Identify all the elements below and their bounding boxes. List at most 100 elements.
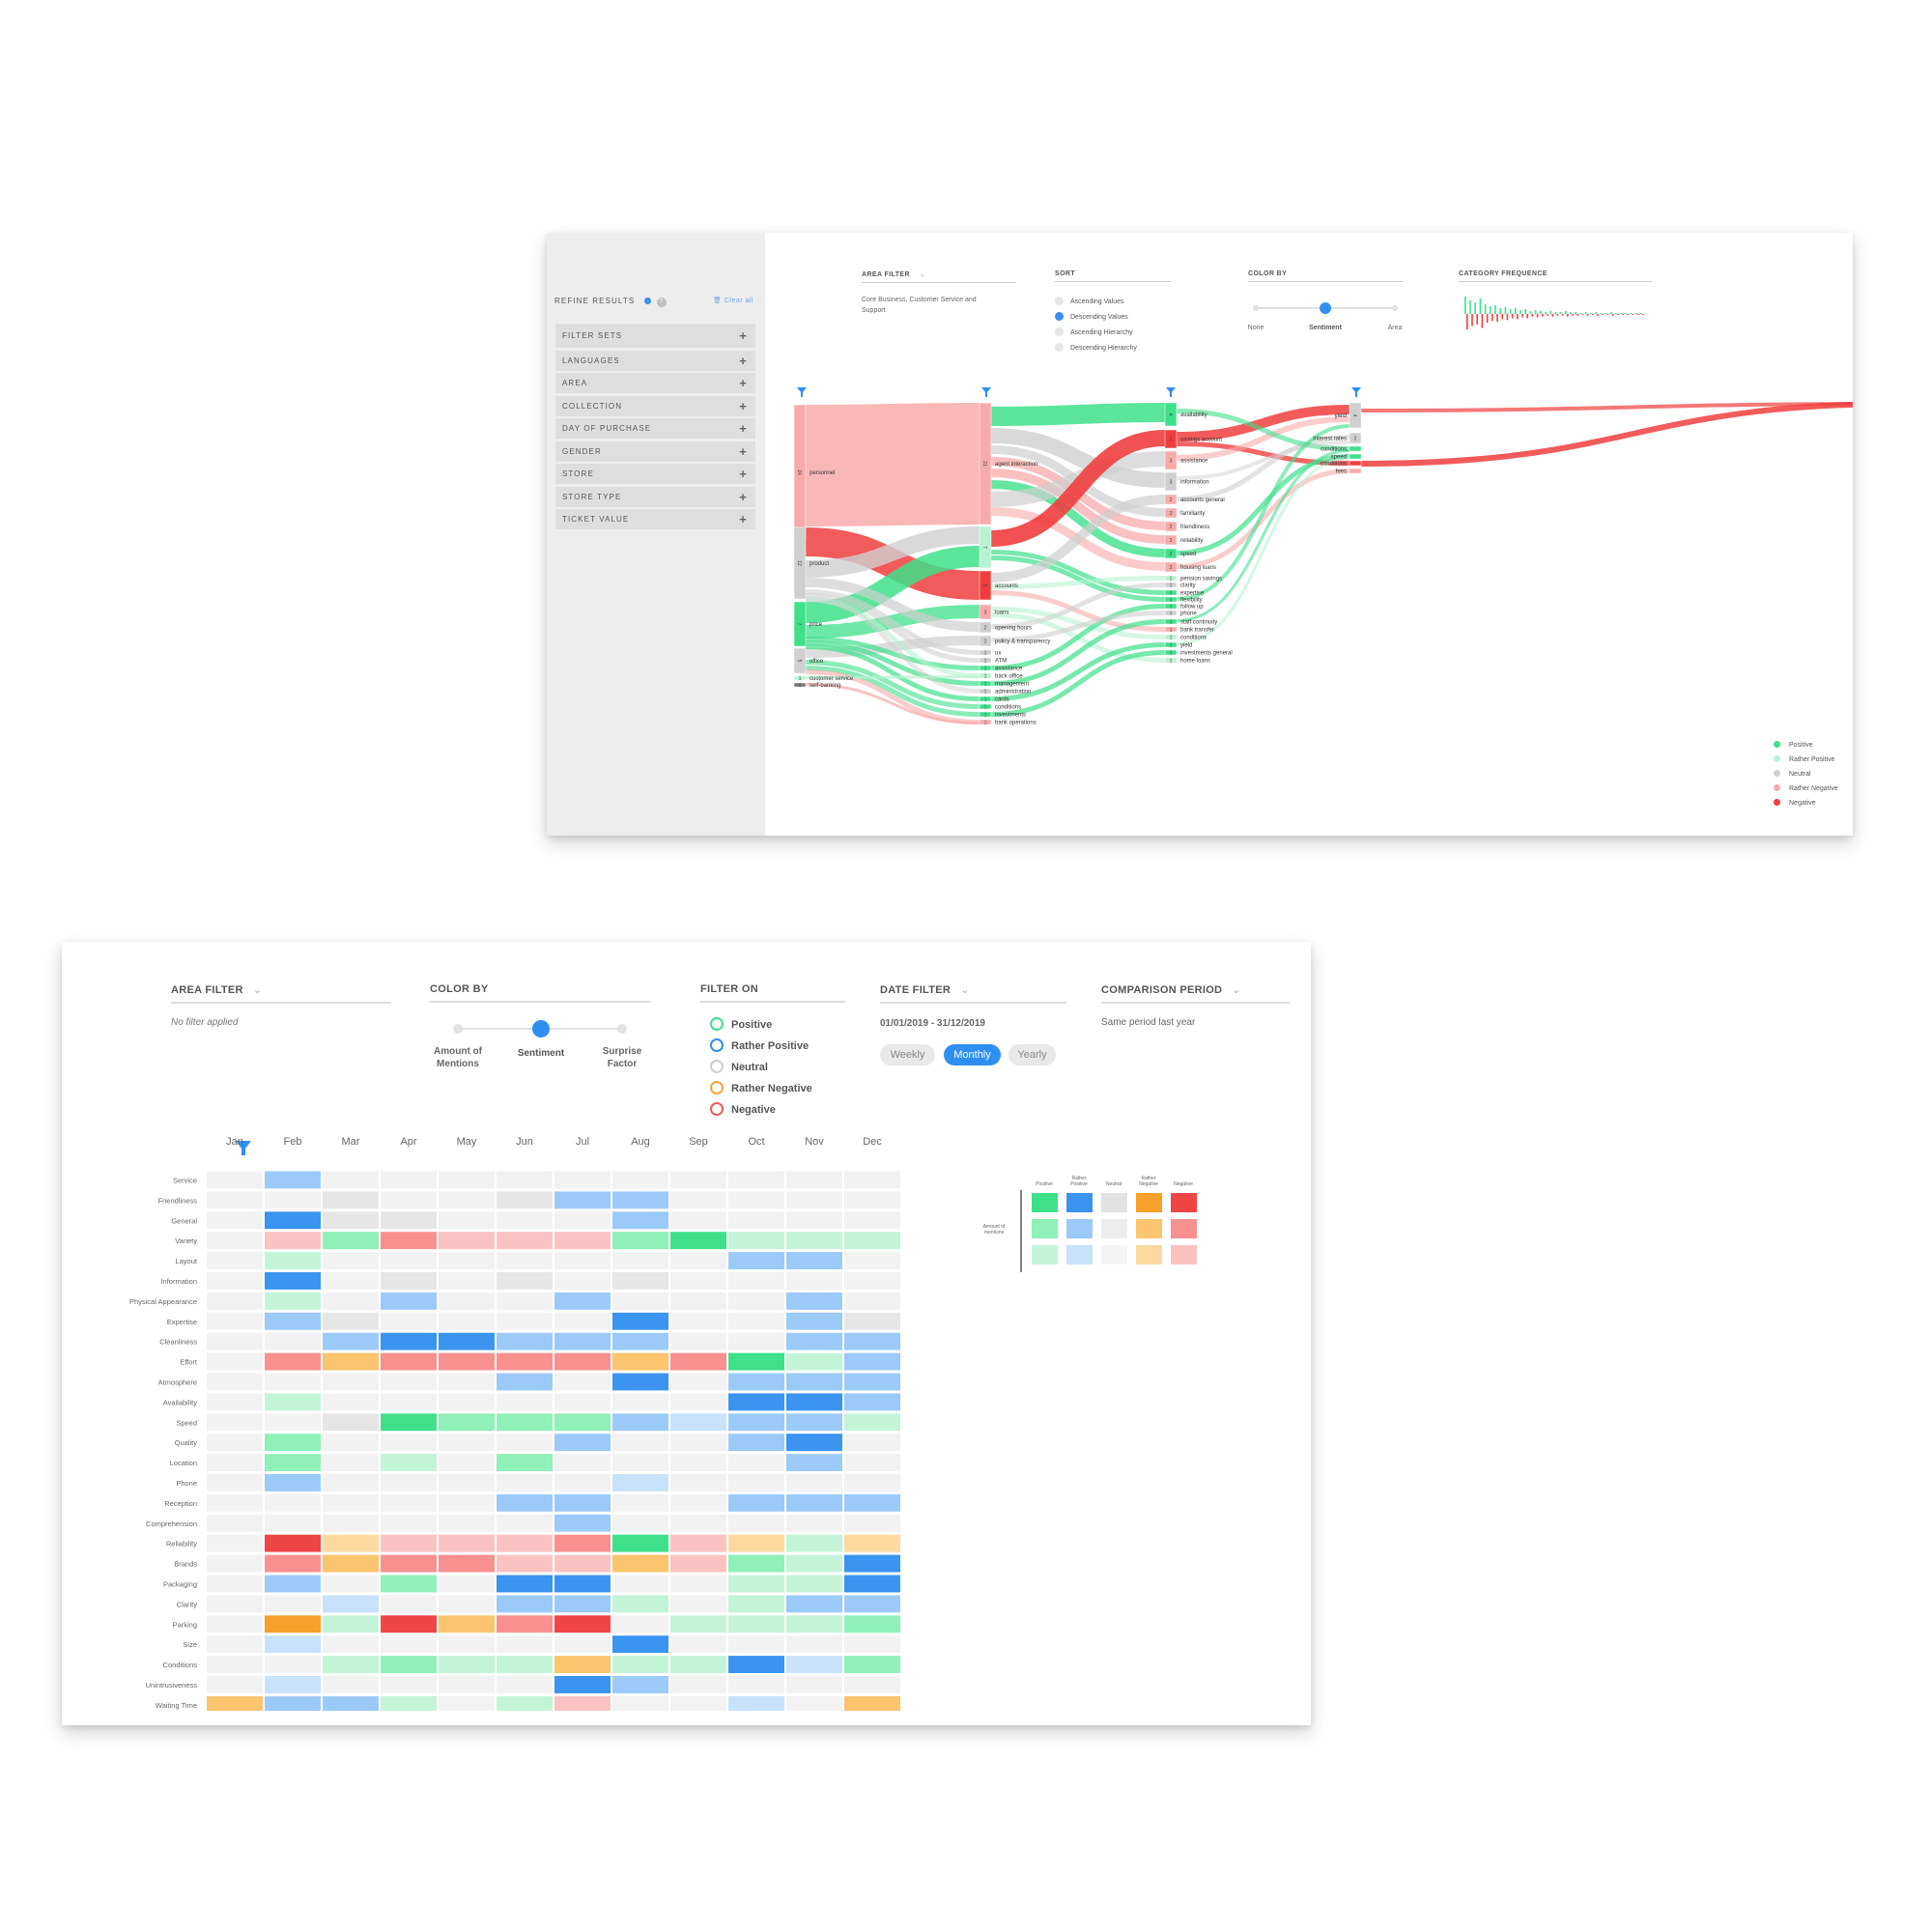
sankey-flow[interactable] <box>805 403 980 526</box>
heatmap-cell[interactable] <box>612 1332 668 1350</box>
heatmap-cell[interactable] <box>728 1272 784 1290</box>
sankey-node-interest-rates[interactable]: 2 interest rates <box>1313 432 1362 444</box>
heatmap-cell[interactable] <box>207 1656 263 1673</box>
sankey-flow[interactable] <box>990 611 1166 642</box>
color-by-slider[interactable]: None Sentiment Area <box>1248 298 1412 335</box>
heatmap-cell[interactable] <box>323 1332 379 1350</box>
heatmap-cell[interactable] <box>439 1373 495 1391</box>
sankey-node-investments[interactable]: 1 investments <box>979 711 1026 719</box>
heatmap-cell[interactable] <box>323 1191 379 1209</box>
heatmap-cell[interactable] <box>728 1292 784 1310</box>
heatmap-cell[interactable] <box>612 1434 668 1452</box>
heatmap-cell[interactable] <box>786 1171 842 1189</box>
sankey-node-office[interactable]: 5 office <box>793 647 824 674</box>
heatmap-cell[interactable] <box>323 1676 379 1693</box>
sankey-node-accounts-general[interactable]: 2 accounts general <box>1164 494 1225 505</box>
heatmap-cell[interactable] <box>265 1171 321 1189</box>
heatmap-cell[interactable] <box>844 1434 900 1452</box>
heatmap-cell[interactable] <box>207 1514 263 1532</box>
heatmap-cell[interactable] <box>554 1656 611 1673</box>
heatmap-cell[interactable] <box>207 1534 263 1552</box>
heatmap-cell[interactable] <box>265 1676 321 1693</box>
heatmap-cell[interactable] <box>554 1493 611 1512</box>
area-filter-header[interactable]: AREA FILTER ⌄ <box>862 270 1016 283</box>
sankey-node-reliability[interactable]: 2 reliability <box>1164 534 1203 546</box>
heatmap-cell[interactable] <box>381 1615 437 1634</box>
filter-item-gender[interactable]: GENDER + <box>555 440 755 462</box>
heatmap-cell[interactable] <box>554 1474 611 1492</box>
slider-handle[interactable] <box>1320 302 1331 314</box>
sankey-node-yield[interactable]: 4 yield <box>1335 402 1362 429</box>
sankey-node-conditions[interactable]: conditions <box>1321 445 1362 453</box>
sankey-flow[interactable] <box>805 597 980 694</box>
heatmap-cell[interactable] <box>612 1191 668 1209</box>
heatmap-cell[interactable] <box>497 1292 553 1310</box>
heatmap-cell[interactable] <box>207 1434 263 1452</box>
heatmap-cell[interactable] <box>381 1312 437 1330</box>
sankey-node-fees[interactable]: fees <box>1336 468 1362 475</box>
heatmap-cell[interactable] <box>786 1656 842 1673</box>
heatmap-cell[interactable] <box>439 1534 495 1552</box>
heatmap-cell[interactable] <box>497 1272 553 1290</box>
heatmap-cell[interactable] <box>265 1454 321 1471</box>
sankey-node-housing-loans[interactable]: 2 housing loans <box>1164 561 1216 573</box>
heatmap-cell[interactable] <box>786 1534 842 1552</box>
period-yearly-button[interactable]: Yearly <box>1009 1044 1056 1065</box>
sankey-node-accounts[interactable]: 5 accounts <box>979 570 1018 601</box>
heatmap-cell[interactable] <box>728 1474 784 1492</box>
sankey-flow[interactable] <box>1176 449 1350 622</box>
heatmap-cell[interactable] <box>786 1272 842 1290</box>
heatmap-cell[interactable] <box>554 1393 611 1411</box>
heatmap-cell[interactable] <box>323 1695 379 1711</box>
heatmap-cell[interactable] <box>612 1373 668 1391</box>
filter-item-store[interactable]: STORE + <box>555 464 755 484</box>
heatmap-cell[interactable] <box>381 1292 437 1310</box>
heatmap-cell[interactable] <box>844 1252 900 1269</box>
heatmap-cell[interactable] <box>381 1595 437 1613</box>
heatmap-cell[interactable] <box>497 1615 553 1634</box>
heatmap-cell[interactable] <box>497 1454 553 1471</box>
heatmap-cell[interactable] <box>207 1493 263 1512</box>
sankey-flow[interactable] <box>990 430 1166 547</box>
heatmap-cell[interactable] <box>381 1656 437 1673</box>
heatmap-cell[interactable] <box>612 1676 668 1693</box>
heatmap-cell[interactable] <box>381 1211 437 1230</box>
heatmap-cell[interactable] <box>497 1252 553 1269</box>
heatmap-cell[interactable] <box>728 1676 784 1693</box>
heatmap-cell[interactable] <box>670 1454 726 1471</box>
heatmap-cell[interactable] <box>554 1211 611 1230</box>
heatmap-cell[interactable] <box>786 1312 842 1330</box>
heatmap-cell[interactable] <box>612 1595 668 1613</box>
heatmap-cell[interactable] <box>497 1656 553 1673</box>
heatmap-cell[interactable] <box>554 1676 611 1693</box>
heatmap-cell[interactable] <box>728 1434 784 1452</box>
comparison-period-header[interactable]: COMPARISON PERIOD ⌄ <box>1101 983 1290 1004</box>
heatmap-cell[interactable] <box>497 1474 553 1492</box>
heatmap-cell[interactable] <box>670 1171 726 1189</box>
heatmap-cell[interactable] <box>381 1474 437 1492</box>
heatmap-cell[interactable] <box>670 1434 726 1452</box>
heatmap-cell[interactable] <box>670 1656 726 1673</box>
sankey-flow[interactable] <box>805 640 980 686</box>
heatmap-cell[interactable] <box>207 1575 263 1593</box>
heatmap-cell[interactable] <box>612 1252 668 1269</box>
sankey-node-personnel[interactable]: 24 personnel <box>793 404 835 541</box>
heatmap-cell[interactable] <box>728 1595 784 1613</box>
sankey-node-policy-transparency[interactable]: 2 policy & transparency <box>979 635 1050 647</box>
heatmap-cell[interactable] <box>786 1595 842 1613</box>
heatmap-cell[interactable] <box>670 1575 726 1593</box>
heatmap-cell[interactable] <box>381 1232 437 1250</box>
heatmap-cell[interactable] <box>844 1676 900 1693</box>
heatmap-cell[interactable] <box>323 1252 379 1269</box>
heatmap-cell[interactable] <box>381 1454 437 1471</box>
heatmap-cell[interactable] <box>265 1635 321 1654</box>
heatmap-cell[interactable] <box>844 1373 900 1391</box>
heatmap-cell[interactable] <box>786 1615 842 1634</box>
heatmap-cell[interactable] <box>265 1373 321 1391</box>
heatmap-cell[interactable] <box>670 1191 726 1209</box>
sankey-node-staff-continuity[interactable]: 1 staff continuity <box>1164 618 1217 626</box>
heatmap-cell[interactable] <box>554 1272 611 1290</box>
sort-option-descending-hierarchy[interactable]: Descending Hierarchy <box>1055 343 1137 358</box>
heatmap-cell[interactable] <box>554 1695 611 1711</box>
heatmap-cell[interactable] <box>497 1434 553 1452</box>
